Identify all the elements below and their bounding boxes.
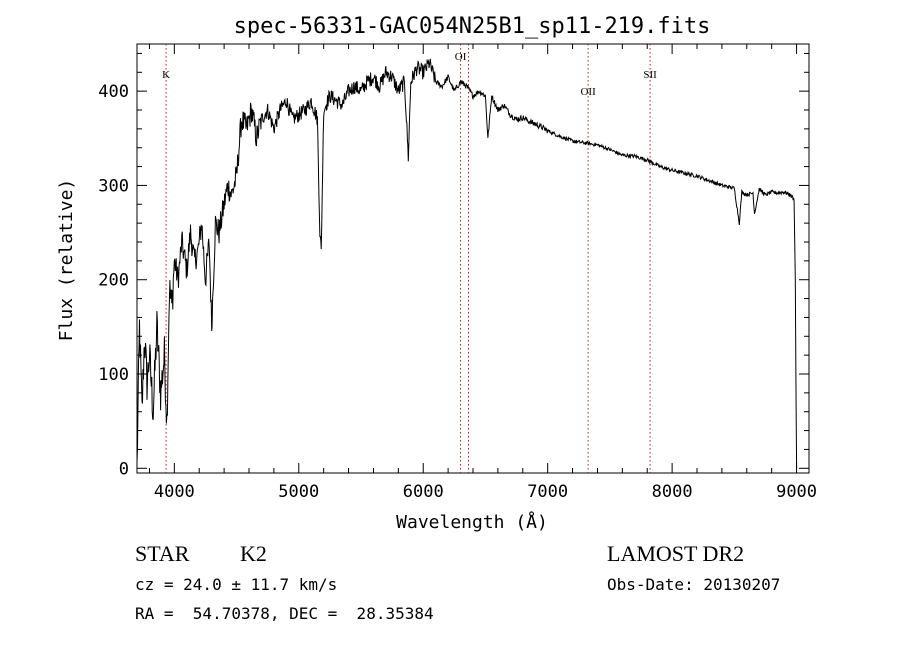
y-tick-label: 200 xyxy=(98,271,129,291)
x-tick-label: 4000 xyxy=(154,482,195,502)
object-subclass: K2 xyxy=(240,541,267,566)
object-class: STAR xyxy=(135,541,190,566)
x-tick-label: 9000 xyxy=(776,482,817,502)
y-tick-label: 400 xyxy=(98,82,129,102)
series-layer xyxy=(136,58,798,469)
x-tick-label: 6000 xyxy=(403,482,444,502)
x-tick-label: 8000 xyxy=(652,482,693,502)
plot-area xyxy=(136,43,810,474)
survey-name: LAMOST DR2 xyxy=(607,541,744,566)
spectral-line-label: SII xyxy=(643,69,657,81)
spectral-line-label: OI xyxy=(455,51,467,63)
x-tick-label: 7000 xyxy=(527,482,568,502)
redshift-line: cz = 24.0 ± 11.7 km/s xyxy=(135,575,337,594)
y-axis-ticks: 0 100 200 300 400 xyxy=(98,52,809,479)
spectral-line-label: OII xyxy=(580,86,596,98)
obs-date-line: Obs-Date: 20130207 xyxy=(607,575,780,594)
x-tick-label: 5000 xyxy=(278,482,319,502)
spectral-line-label: K xyxy=(162,69,170,81)
coordinates-line: RA = 54.70378, DEC = 28.35384 xyxy=(135,604,434,623)
spectrum-line xyxy=(136,58,798,469)
x-axis-ticks: 4000 5000 6000 7000 8000 9000 xyxy=(148,44,817,502)
y-tick-label: 0 xyxy=(119,459,129,479)
chart-title: spec-56331-GAC054N25B1_sp11-219.fits xyxy=(234,14,711,39)
x-axis-label: Wavelength (Å) xyxy=(396,511,548,533)
plot-frame xyxy=(136,43,810,474)
spectral-line-markers: K OI OII SII xyxy=(162,44,657,473)
y-tick-label: 300 xyxy=(98,176,129,196)
y-tick-label: 100 xyxy=(98,365,129,385)
y-axis-label: Flux (relative) xyxy=(56,179,77,342)
